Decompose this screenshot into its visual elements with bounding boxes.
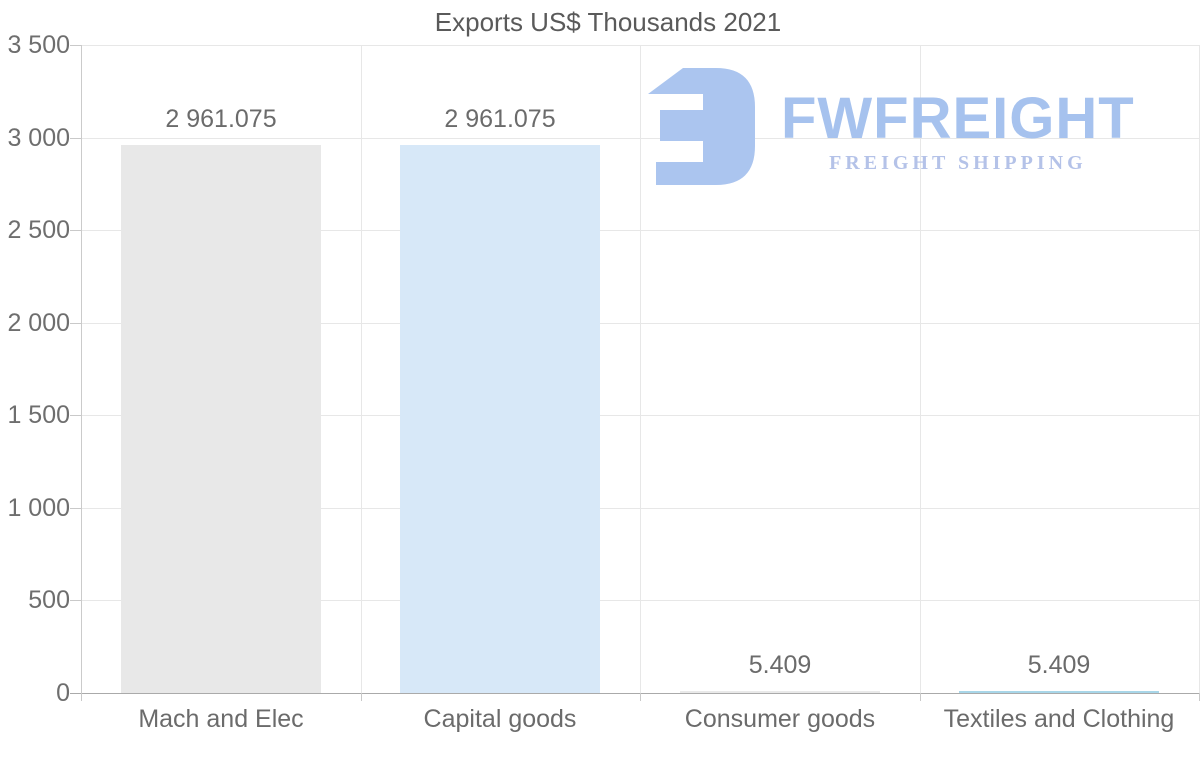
y-axis-tick xyxy=(70,138,81,139)
bar-value-label: 5.409 xyxy=(1027,651,1091,679)
x-axis-tick xyxy=(640,693,641,701)
x-axis-category-label: Textiles and Clothing xyxy=(943,705,1175,733)
x-axis-category-label: Capital goods xyxy=(423,705,577,733)
x-axis-tick xyxy=(361,693,362,701)
x-axis-category-label: Mach and Elec xyxy=(138,705,304,733)
bar-value-label: 2 961.075 xyxy=(444,105,556,133)
category-separator-gridline xyxy=(920,45,921,693)
y-axis-tick-label: 3 500 xyxy=(7,31,70,59)
fwfreight-monogram-icon xyxy=(648,68,755,185)
bar-capital-goods[interactable] xyxy=(400,144,600,693)
y-axis-tick-label: 2 500 xyxy=(7,216,70,244)
fwfreight-wordmark: FWFREIGHT xyxy=(781,86,1135,151)
bar-textiles-and-clothing[interactable] xyxy=(959,691,1159,693)
y-axis-tick-label: 2 000 xyxy=(7,309,70,337)
y-axis-tick-label: 0 xyxy=(56,679,70,707)
bar-mach-and-elec[interactable] xyxy=(121,144,321,693)
y-axis-tick xyxy=(70,323,81,324)
bar-value-label: 2 961.075 xyxy=(165,105,277,133)
chart-title: Exports US$ Thousands 2021 xyxy=(434,7,782,37)
y-axis-tick-label: 1 500 xyxy=(7,401,70,429)
y-axis-tick xyxy=(70,508,81,509)
y-axis-tick xyxy=(70,45,81,46)
y-axis-line xyxy=(81,45,82,693)
y-axis-tick-label: 500 xyxy=(28,586,70,614)
x-axis-tick xyxy=(920,693,921,701)
y-axis-tick-label: 1 000 xyxy=(7,494,70,522)
y-axis-tick-label: 3 000 xyxy=(7,124,70,152)
x-axis-tick xyxy=(81,693,82,701)
y-axis-tick xyxy=(70,600,81,601)
x-axis-line xyxy=(70,693,1199,694)
bar-value-label: 5.409 xyxy=(748,651,812,679)
y-axis-tick xyxy=(70,230,81,231)
category-separator-gridline xyxy=(640,45,641,693)
fwfreight-logo-text: FWFREIGHT FREIGHT SHIPPING xyxy=(781,90,1135,175)
bar-consumer-goods[interactable] xyxy=(680,691,880,693)
y-axis-tick xyxy=(70,415,81,416)
fwfreight-logo: FWFREIGHT FREIGHT SHIPPING xyxy=(648,68,1135,185)
x-axis-category-label: Consumer goods xyxy=(684,705,876,733)
fwfreight-tagline: FREIGHT SHIPPING xyxy=(829,152,1087,174)
category-separator-gridline xyxy=(361,45,362,693)
